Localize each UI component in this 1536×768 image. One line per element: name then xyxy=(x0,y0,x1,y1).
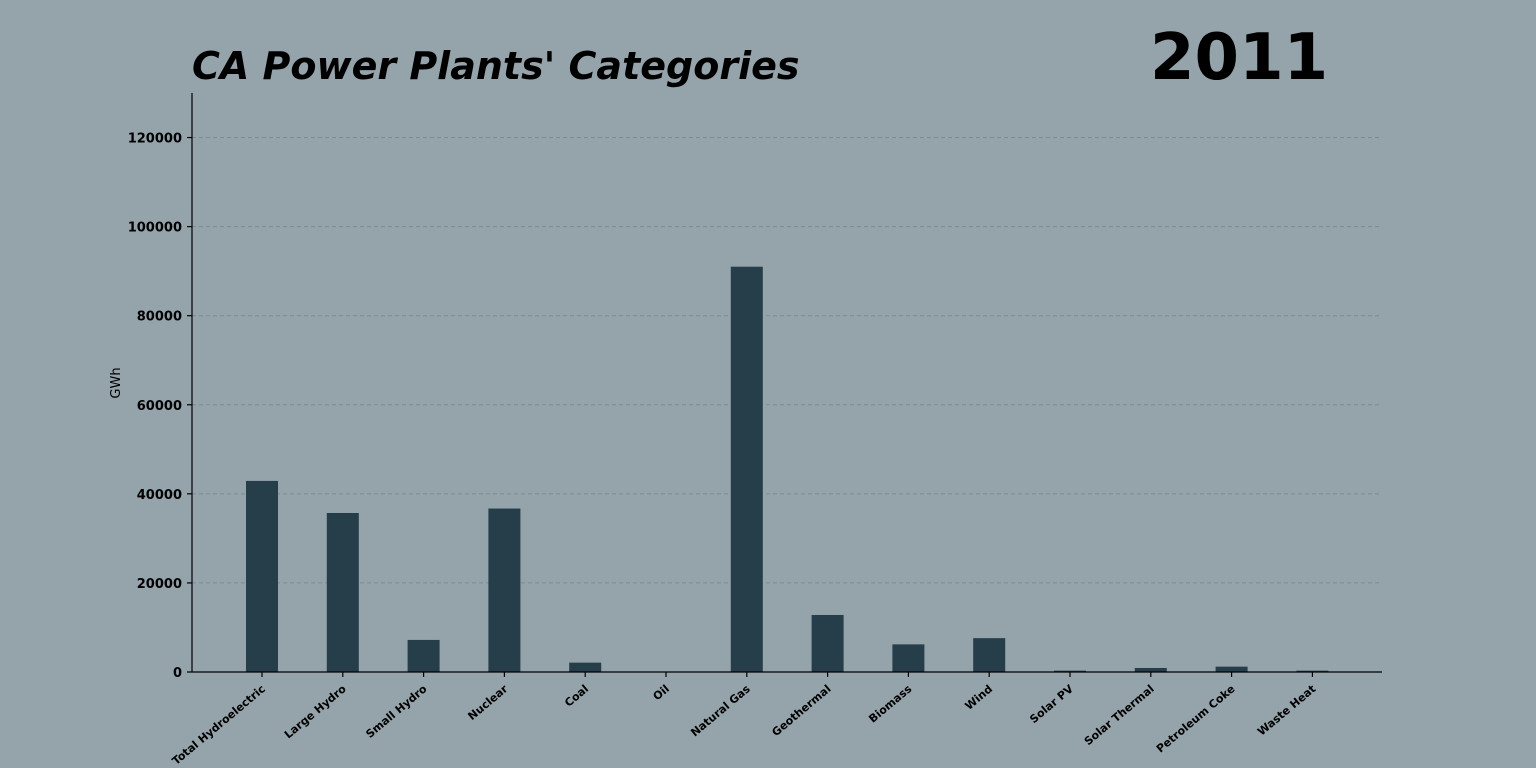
x-tick-label: Biomass xyxy=(866,682,914,725)
x-tick-label: Small Hydro xyxy=(363,682,429,741)
x-tick-label: Coal xyxy=(562,682,591,709)
x-tick-label: Petroleum Coke xyxy=(1154,682,1238,755)
x-tick-label: Large Hydro xyxy=(282,682,349,741)
x-tick-label: Solar PV xyxy=(1027,682,1076,726)
y-tick-label: 60000 xyxy=(137,399,182,414)
axes xyxy=(191,93,1382,673)
bars xyxy=(246,266,1329,672)
bar xyxy=(326,512,359,672)
bar xyxy=(730,266,763,672)
bar xyxy=(973,638,1006,672)
x-tick-label: Wind xyxy=(963,682,996,712)
y-axis-label: GWh xyxy=(109,367,124,398)
bar xyxy=(1215,666,1248,672)
x-tick-label: Oil xyxy=(651,682,672,703)
bar xyxy=(569,662,602,672)
bar xyxy=(892,644,925,672)
chart-title: CA Power Plants' Categories xyxy=(192,44,799,88)
bar xyxy=(1296,670,1329,672)
y-tick-label: 100000 xyxy=(128,221,182,236)
bar xyxy=(407,639,440,672)
y-tick-labels: 0 20000 40000 60000 80000 100000 120000 xyxy=(128,132,192,681)
grid-lines xyxy=(192,137,1382,584)
y-tick-label: 120000 xyxy=(128,132,182,147)
bar xyxy=(811,614,844,672)
x-tick-label: Total Hydroelectric xyxy=(170,682,268,767)
bar xyxy=(1054,670,1086,672)
x-tick-label: Waste Heat xyxy=(1255,682,1318,738)
bar xyxy=(246,480,278,672)
x-tick-label: Solar Thermal xyxy=(1082,682,1157,748)
y-tick-label: 80000 xyxy=(137,310,182,325)
x-tick-label: Nuclear xyxy=(465,682,510,723)
bar xyxy=(1134,667,1167,672)
bar xyxy=(488,508,521,672)
year-label: 2011 xyxy=(1150,21,1328,95)
x-tick-labels: Total Hydroelectric Large Hydro Small Hydr… xyxy=(170,672,1318,768)
y-tick-label: 20000 xyxy=(137,577,182,592)
y-tick-label: 0 xyxy=(173,666,182,681)
x-tick-label: Natural Gas xyxy=(688,682,753,739)
x-tick-label: Geothermal xyxy=(769,682,833,739)
y-tick-label: 40000 xyxy=(137,488,182,503)
